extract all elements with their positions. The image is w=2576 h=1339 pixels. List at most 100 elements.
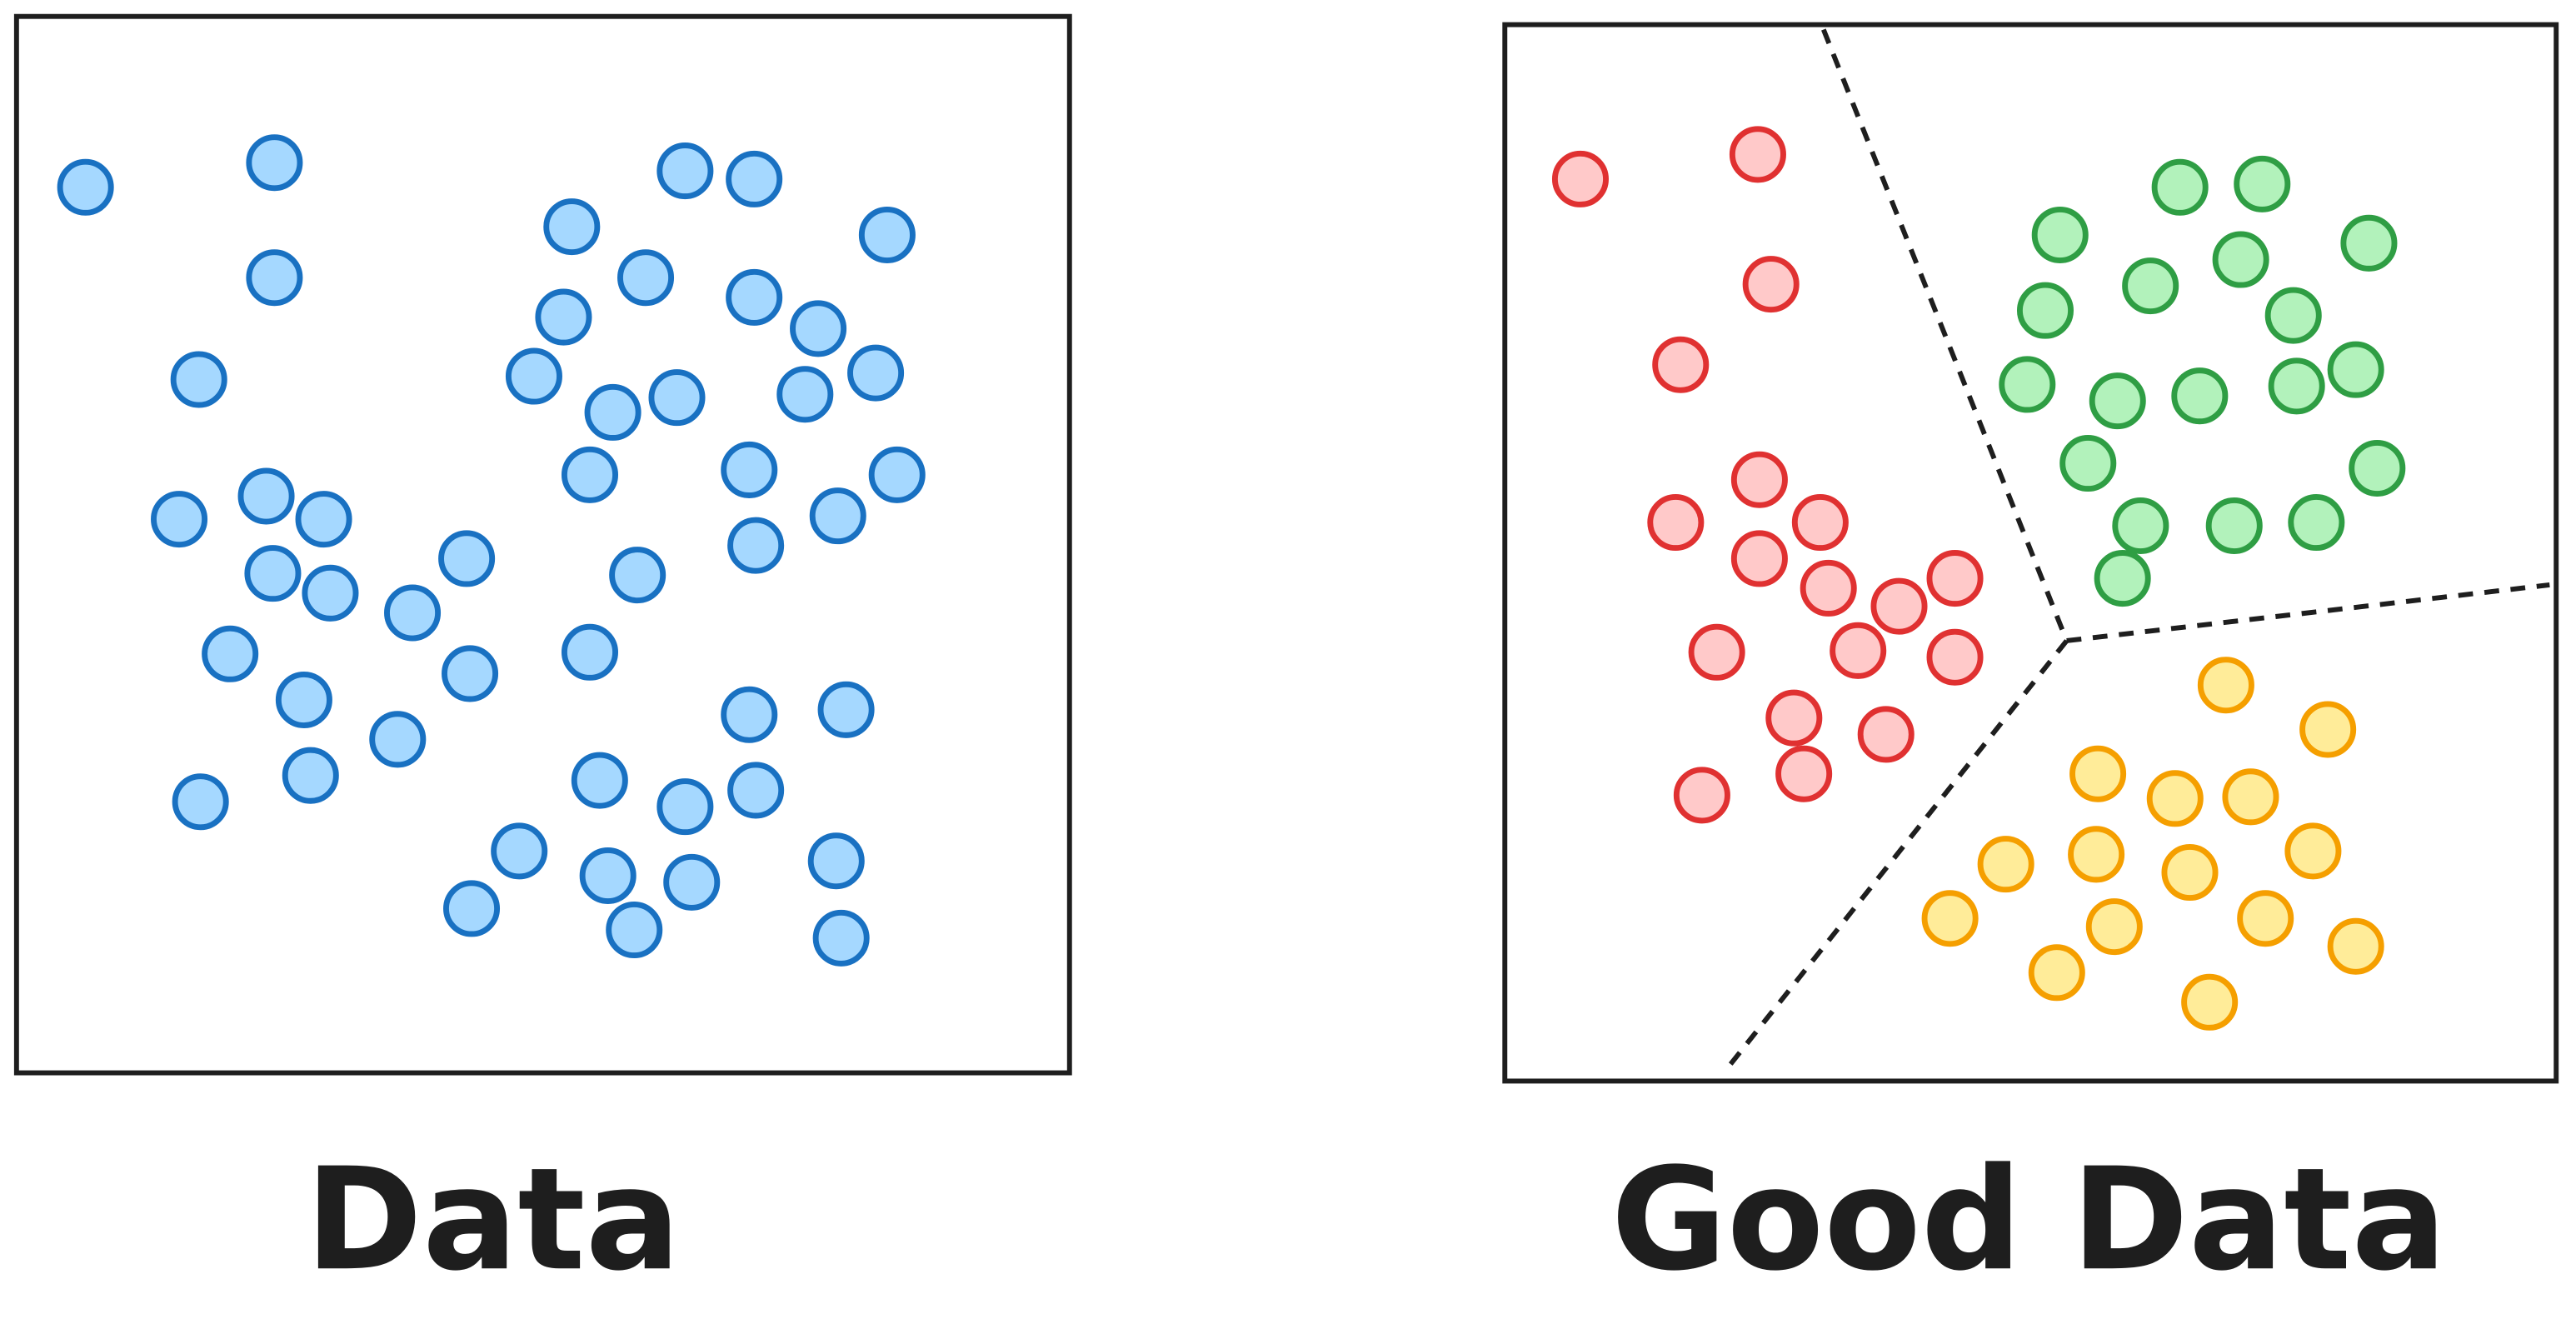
dot [2234,155,2291,212]
dot [571,752,628,809]
dot [1652,336,1710,393]
dot [721,686,778,743]
data-frame [13,13,1072,1076]
dot [438,530,496,587]
dot [543,198,601,256]
dot [1647,494,1705,552]
dot [609,547,666,604]
dot [858,206,916,263]
dot [1977,836,2034,893]
dot [2068,826,2125,883]
dots [57,126,2406,1031]
dot [1921,890,1979,947]
dot [151,491,208,548]
dot [807,832,865,890]
dot [2151,158,2209,216]
dot [1729,126,1786,183]
boundary-line [1821,28,2069,642]
dot [246,134,303,192]
dot [868,446,926,503]
dot [1926,628,1984,686]
good-data-frame [1502,22,2559,1084]
dot [790,300,847,357]
dot [1791,494,1849,552]
dot [2069,745,2127,802]
dot [1870,577,1928,635]
dot [663,853,721,911]
dot [1730,451,1788,508]
dot [2085,898,2143,956]
boundary-line [1723,639,2069,1073]
dot [246,249,303,307]
dot [384,584,442,642]
dot [656,142,714,200]
dot [1673,767,1730,824]
dot [606,902,663,959]
dot [1730,530,1788,587]
dot [2222,768,2279,826]
dot [535,288,592,346]
dot [369,711,427,768]
dot [505,347,562,405]
dot [1857,706,1915,763]
dot [1800,559,1857,617]
dot [584,383,642,441]
dot [2028,944,2085,1002]
dot [2264,287,2322,344]
dot [561,446,619,503]
dot [817,681,875,738]
dot [579,847,637,904]
dot [295,491,352,548]
dot [275,671,332,728]
dot [2031,206,2089,263]
dot [2268,357,2325,415]
dot [2284,822,2342,880]
dot [721,441,778,498]
dot [2059,435,2117,492]
dot [2161,844,2219,902]
dot [1551,150,1609,207]
dot [648,369,706,427]
dot [2181,973,2239,1031]
dot [727,762,785,819]
dot [812,909,870,967]
dot [1688,623,1745,681]
dot [1765,689,1823,747]
dot [2112,497,2169,554]
dot [2340,214,2398,272]
dot [617,249,675,307]
dot [2016,282,2074,339]
dot [2237,890,2294,947]
dot [244,545,302,602]
dot [726,268,783,326]
dot [2094,550,2151,607]
dot [2122,257,2179,315]
dot [202,625,259,682]
dot [2212,231,2269,288]
dot [172,773,229,831]
dot [170,351,227,408]
dot [1999,356,2056,413]
dot [561,623,619,681]
dot [727,517,785,574]
dot [2089,372,2146,430]
dot [1742,256,1800,313]
dot [491,822,548,880]
dot [1926,550,1984,607]
dot [442,645,499,702]
panel-label: Data [305,1137,681,1302]
dot [282,747,339,804]
dot [656,778,714,836]
dot [237,467,295,525]
dot [2327,341,2384,398]
dot [2327,917,2384,975]
dot [302,564,359,622]
dot [443,880,501,937]
dot [57,158,114,216]
dot [776,366,834,423]
dot [1775,745,1833,802]
dot [2171,367,2229,425]
